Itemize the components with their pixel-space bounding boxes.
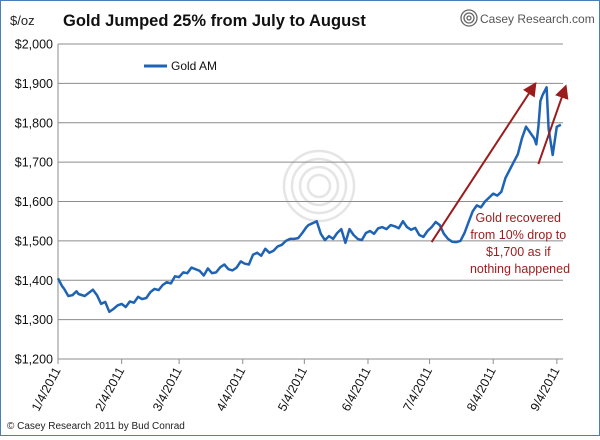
watermark-logo-icon <box>282 149 356 223</box>
legend-label: Gold AM <box>171 59 217 73</box>
legend: Gold AM <box>144 59 217 73</box>
y-tick-label: $1,600 <box>15 195 53 209</box>
y-tick-label: $1,800 <box>15 116 53 130</box>
annotation-line-3: $1,700 as if <box>486 245 551 259</box>
credit-text: © Casey Research 2011 by Bud Conrad <box>7 421 185 432</box>
y-axis-tick-labels: $1,200 $1,300 $1,400 $1,500 $1,600 $1,700 $1,8… <box>15 38 53 367</box>
x-tick-label: 3/4/2011 <box>150 365 185 414</box>
annotation-text: Gold recovered from 10% drop to $1,700 a… <box>470 211 570 276</box>
x-tick-label: 5/4/2011 <box>275 365 310 414</box>
chart-title: Gold Jumped 25% from July to August <box>63 12 366 30</box>
x-tick-label: 9/4/2011 <box>528 365 563 414</box>
casey-research-logo-icon <box>460 9 478 27</box>
brand-logo: Casey Research.com <box>460 9 595 27</box>
y-tick-label: $1,200 <box>15 353 53 367</box>
y-unit-label: $/oz <box>10 13 35 28</box>
annotation-line-4: nothing happened <box>470 262 570 276</box>
y-tick-label: $1,400 <box>15 274 53 288</box>
x-axis-ticks <box>57 359 558 364</box>
x-tick-label: 4/4/2011 <box>214 365 249 414</box>
brand-name: Casey Research.com <box>480 12 595 26</box>
x-axis-tick-labels: 1/4/2011 2/4/2011 3/4/2011 4/4/2011 5/4/2011… <box>29 365 563 414</box>
x-tick-label: 2/4/2011 <box>93 365 128 414</box>
x-tick-label: 1/4/2011 <box>29 365 64 414</box>
y-tick-label: $1,900 <box>15 77 53 91</box>
annotation-line-1: Gold recovered <box>476 211 562 225</box>
y-tick-label: $1,300 <box>15 313 53 327</box>
x-tick-label: 8/4/2011 <box>464 365 499 414</box>
x-tick-label: 7/4/2011 <box>400 365 435 414</box>
y-tick-label: $1,700 <box>15 156 53 170</box>
gridlines <box>58 43 563 321</box>
annotation-line-2: from 10% drop to <box>470 228 566 242</box>
x-tick-label: 6/4/2011 <box>339 365 374 414</box>
y-tick-label: $1,500 <box>15 234 53 248</box>
trend-arrow-1 <box>430 81 537 243</box>
y-tick-label: $2,000 <box>15 38 53 52</box>
trend-arrow-2 <box>537 84 569 165</box>
gold-am-series-line <box>56 86 562 314</box>
